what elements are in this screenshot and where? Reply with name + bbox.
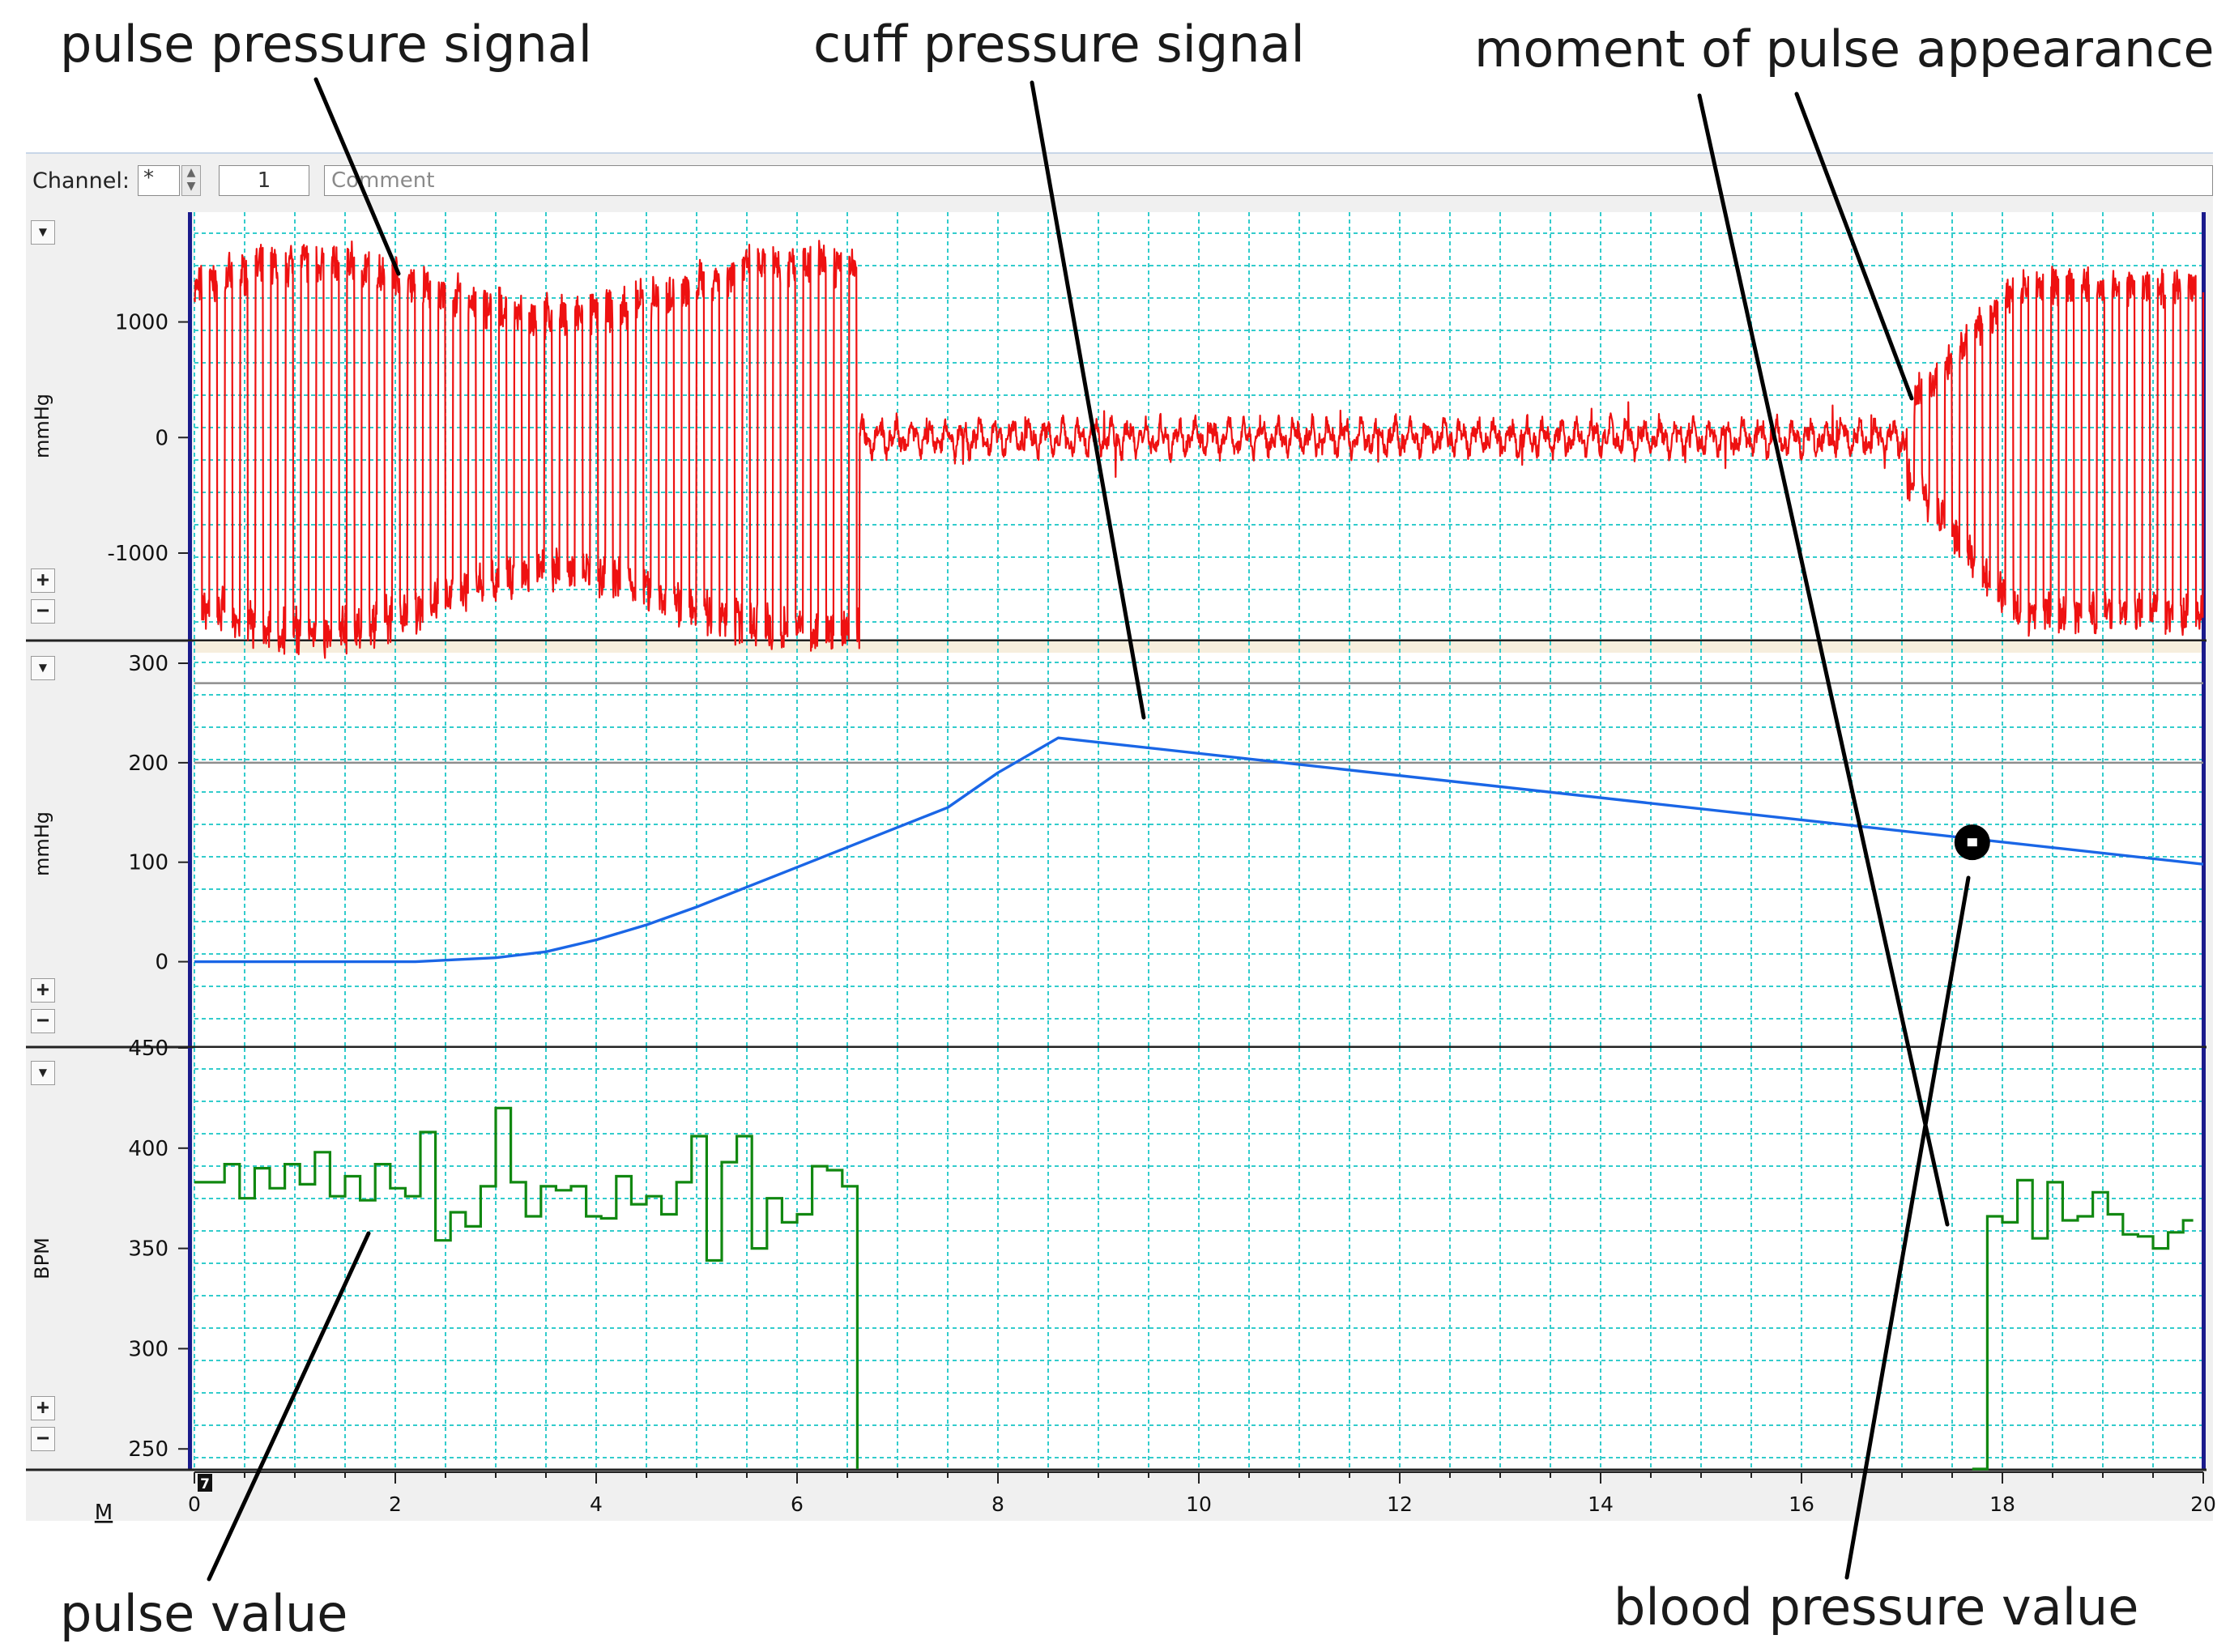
panel2-dropdown-button[interactable]: ▾: [31, 656, 55, 680]
panel3-zoom-out-button[interactable]: −: [31, 1427, 55, 1451]
y-tick-label: 300: [128, 1337, 168, 1361]
x-tick-label: 8: [991, 1492, 1004, 1516]
x-tick-label: 20: [2190, 1492, 2216, 1516]
channel-spinner[interactable]: ▲ ▼: [181, 165, 201, 196]
y-tick-label: 0: [155, 951, 168, 975]
y-tick-label: 300: [128, 652, 168, 676]
x-tick-label: 2: [389, 1492, 402, 1516]
y-tick-label: 250: [128, 1437, 168, 1462]
time-marker-label: 7: [200, 1476, 210, 1492]
annotation-moment-of-pulse-appearance: moment of pulse appearance: [1474, 19, 2215, 79]
channel-label: Channel:: [32, 168, 130, 194]
x-tick-label: 4: [590, 1492, 603, 1516]
annotation-pulse-pressure-signal: pulse pressure signal: [60, 15, 592, 74]
annotation-pulse-value: pulse value: [60, 1584, 348, 1643]
toolbar: Channel: * ▲ ▼ 1 Comment: [26, 165, 2213, 201]
panel-3-right-axis: [2202, 1048, 2206, 1469]
panel-2-left-axis: [188, 641, 192, 1046]
cuff-pressure-trace: [194, 736, 2204, 964]
x-tick-label: 18: [1989, 1492, 2015, 1516]
y-tick-label: 0: [155, 426, 168, 450]
x-tick-label: 16: [1789, 1492, 1814, 1516]
leader-pulse-value: [207, 1231, 371, 1582]
panel1-zoom-out-button[interactable]: −: [31, 599, 55, 624]
y-tick-label: 350: [128, 1237, 168, 1262]
y-tick-label: 100: [128, 851, 168, 875]
leader-blood-pressure-value: [1844, 875, 1971, 1580]
leader-moment-appearance-1: [1697, 93, 1950, 1227]
y-tick-label: 450: [128, 1037, 168, 1061]
x-tick-label: 10: [1186, 1492, 1212, 1516]
bottom-axis-label: M: [95, 1501, 113, 1525]
y-tick-label: 400: [128, 1137, 168, 1161]
time-marker: [198, 1474, 212, 1492]
panel-2-right-axis: [2202, 641, 2206, 1046]
panel2-zoom-in-button[interactable]: +: [31, 978, 55, 1003]
leader-moment-appearance-2: [1794, 92, 1914, 401]
panel1-dropdown-button[interactable]: ▾: [31, 220, 55, 245]
y-tick-label: 200: [128, 751, 168, 776]
panel1-zoom-in-button[interactable]: +: [31, 568, 55, 593]
pulse-value-trace-2: [1972, 1178, 2194, 1471]
leader-pulse-pressure-signal: [313, 77, 401, 276]
y-tick-label: -1000: [107, 542, 168, 566]
x-tick-label: 12: [1387, 1492, 1413, 1516]
panel3-zoom-in-button[interactable]: +: [31, 1396, 55, 1420]
x-tick-label: 14: [1588, 1492, 1614, 1516]
panel-3-y-axis-label: BPM: [31, 1237, 53, 1279]
x-tick-label: 6: [791, 1492, 804, 1516]
panel3-dropdown-button[interactable]: ▾: [31, 1061, 55, 1085]
y-tick-label: 1000: [115, 311, 168, 335]
leader-cuff-pressure-signal: [1030, 80, 1146, 720]
panel2-zoom-out-button[interactable]: −: [31, 1009, 55, 1033]
pulse-pressure-trace: [193, 240, 2205, 659]
annotation-blood-pressure-value: blood pressure value: [1614, 1577, 2139, 1637]
comment-field[interactable]: Comment: [324, 165, 2213, 196]
panel-2-y-axis-label: mmHg: [31, 811, 53, 876]
panel-1-y-axis-label: mmHg: [31, 394, 53, 458]
blood-pressure-marker-center: [1967, 838, 1977, 847]
panel-1-left-axis: [188, 212, 192, 640]
channel-select[interactable]: *: [138, 165, 180, 196]
x-tick-label: 0: [188, 1492, 201, 1516]
panel-3-left-axis: [188, 1048, 192, 1469]
count-field[interactable]: 1: [219, 165, 309, 196]
annotation-cuff-pressure-signal: cuff pressure signal: [813, 15, 1305, 74]
pulse-value-trace-1: [194, 1106, 859, 1469]
